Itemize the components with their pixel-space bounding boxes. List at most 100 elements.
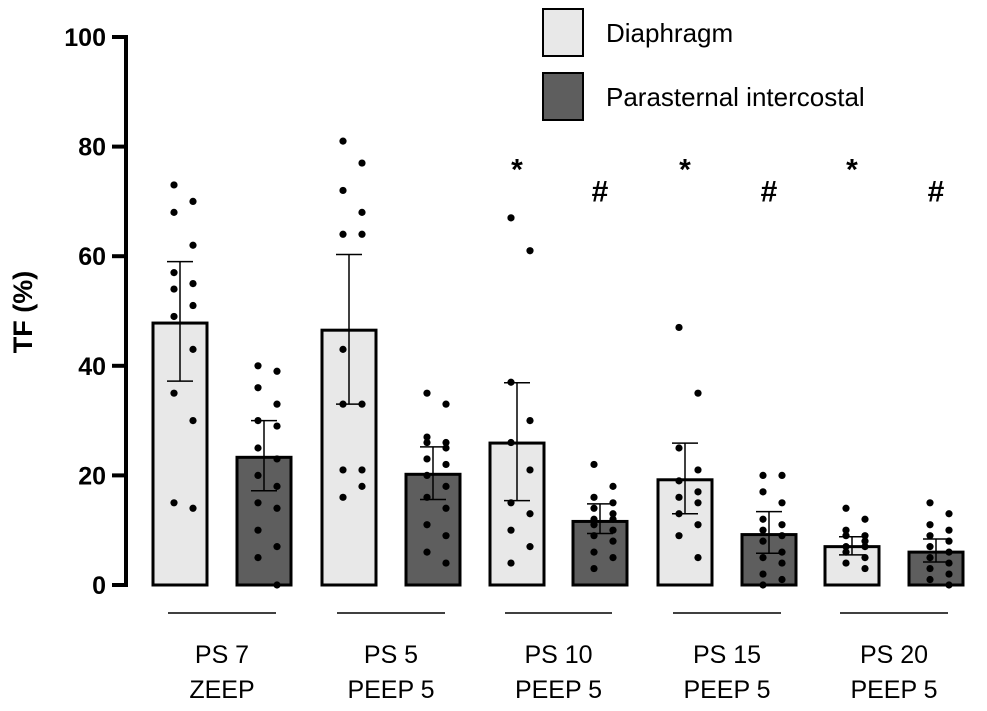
data-point [170, 499, 178, 507]
data-point [778, 575, 786, 584]
data-point [189, 417, 197, 425]
data-point [273, 422, 281, 430]
category-label-line2: PEEP 5 [347, 676, 434, 704]
data-point [759, 570, 767, 578]
data-point [675, 493, 683, 501]
data-point [945, 526, 953, 534]
data-point [442, 400, 450, 408]
data-point [861, 532, 869, 540]
data-point [759, 554, 767, 562]
bar-group [151, 181, 209, 587]
data-point [358, 482, 366, 490]
data-point [861, 543, 869, 551]
data-point [273, 482, 281, 490]
data-point [507, 378, 515, 386]
significance-mark: # [592, 175, 609, 208]
data-point [189, 241, 197, 249]
data-point [189, 504, 197, 512]
data-point [759, 537, 767, 545]
data-point [694, 466, 702, 474]
data-point [694, 554, 702, 562]
data-point [842, 548, 850, 556]
category-label-line2: ZEEP [189, 676, 254, 704]
data-point [423, 548, 431, 556]
data-point [507, 499, 515, 507]
data-point [339, 230, 347, 238]
y-tick-label: 80 [78, 134, 106, 162]
bar-group: * [656, 153, 714, 587]
data-point [170, 208, 178, 216]
data-point [926, 532, 934, 540]
data-point [423, 438, 431, 447]
data-point [339, 466, 347, 474]
data-point [170, 285, 178, 293]
category-label-line1: PS 5 [364, 641, 418, 669]
data-point [778, 471, 786, 479]
data-point [778, 548, 786, 556]
data-point [254, 554, 262, 562]
data-point [861, 564, 869, 573]
data-point [694, 499, 702, 507]
data-point [358, 230, 366, 238]
legend-label: Diaphragm [606, 18, 733, 48]
data-point [778, 521, 786, 529]
legend-label: Parasternal intercostal [606, 82, 865, 112]
y-tick-label: 100 [64, 24, 106, 52]
data-point [694, 389, 702, 397]
data-point [254, 499, 262, 507]
data-point [273, 543, 281, 551]
data-point [945, 510, 953, 518]
data-point [842, 526, 850, 534]
data-point [526, 417, 534, 425]
data-point [442, 504, 450, 512]
y-tick-label: 0 [92, 572, 106, 600]
bar-group: * [823, 153, 881, 587]
data-point [759, 471, 767, 479]
data-point [339, 493, 347, 501]
data-point [358, 159, 366, 167]
data-point [189, 280, 197, 288]
data-point [945, 548, 953, 556]
data-point [842, 543, 850, 551]
data-point [189, 197, 197, 205]
data-point [926, 564, 934, 573]
data-point [442, 482, 450, 490]
data-point [507, 559, 515, 567]
data-point [926, 554, 934, 562]
data-point [442, 444, 450, 452]
data-point [609, 537, 617, 545]
data-point [590, 504, 598, 512]
data-point [945, 537, 953, 545]
data-point [273, 400, 281, 408]
data-point [189, 345, 197, 353]
data-point [926, 499, 934, 507]
bar-group: # [907, 175, 965, 589]
data-point [945, 559, 953, 567]
bars: * * * # # # [151, 137, 965, 589]
data-point [442, 438, 450, 447]
data-point [423, 521, 431, 529]
data-point [609, 510, 617, 518]
data-point [358, 400, 366, 408]
bar-group [235, 362, 293, 589]
data-point [189, 301, 197, 310]
y-axis: 0 20 40 60 80 100 [64, 24, 128, 600]
data-point [590, 493, 598, 501]
data-point [273, 581, 281, 589]
y-tick-label: 20 [78, 462, 106, 490]
data-point [926, 575, 934, 584]
data-point [926, 543, 934, 551]
data-point [526, 247, 534, 255]
data-point [861, 515, 869, 523]
data-point [590, 564, 598, 573]
data-point [759, 581, 767, 589]
data-point [442, 532, 450, 540]
data-point [526, 510, 534, 518]
data-point [609, 526, 617, 534]
bar-group [404, 389, 462, 587]
significance-mark: # [761, 175, 778, 208]
data-point [590, 532, 598, 540]
data-point [254, 444, 262, 452]
data-point [358, 466, 366, 474]
data-point [507, 214, 515, 222]
